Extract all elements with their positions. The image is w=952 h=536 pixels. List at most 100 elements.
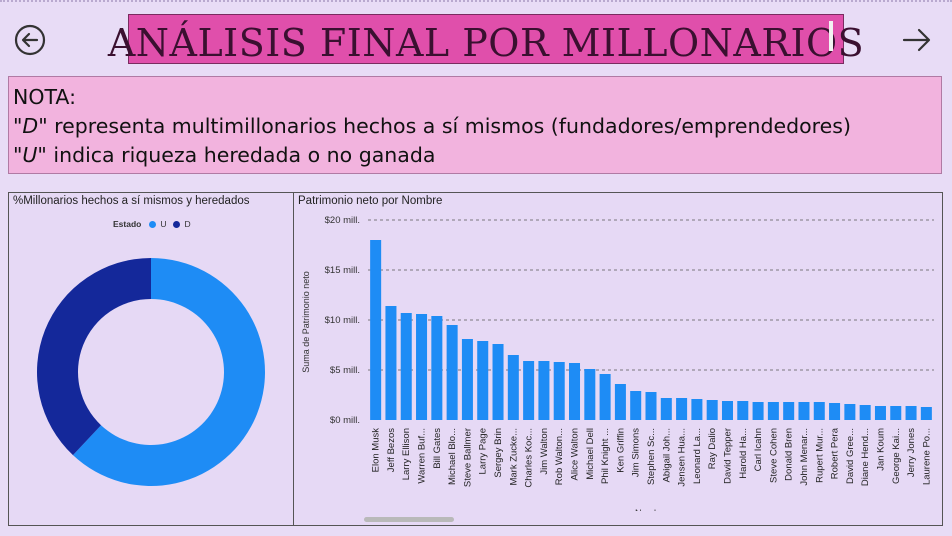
bar-2[interactable] <box>401 313 412 420</box>
x-tick-label: Larry Page <box>478 428 489 474</box>
text-cursor <box>829 21 833 51</box>
bar-31[interactable] <box>844 404 855 420</box>
x-tick-label: Bill Gates <box>432 428 443 469</box>
y-tick-label: $5 mill. <box>330 365 360 376</box>
bar-9[interactable] <box>508 355 519 420</box>
x-tick-label: Michael Dell <box>585 428 596 480</box>
y-tick-label: $20 mill. <box>325 215 360 226</box>
horizontal-scrollbar[interactable] <box>364 517 454 522</box>
arrow-right-icon[interactable] <box>898 22 934 58</box>
bar-11[interactable] <box>538 361 549 420</box>
bar-chart-panel[interactable]: Patrimonio neto por Nombre $0 mill. $5 mi… <box>293 192 943 526</box>
x-tick-label: Alice Walton <box>570 428 581 480</box>
bar-18[interactable] <box>645 392 656 420</box>
note-line-d: "D" representa multimillonarios hechos a… <box>13 112 941 141</box>
bar-19[interactable] <box>661 398 672 420</box>
bar-34[interactable] <box>890 406 901 420</box>
x-tick-label: Rupert Mur... <box>814 428 825 483</box>
bar-21[interactable] <box>691 399 702 420</box>
y-tick-label: $15 mill. <box>325 265 360 276</box>
bar-10[interactable] <box>523 361 534 420</box>
bar-4[interactable] <box>431 316 442 420</box>
x-tick-label: Jim Simons <box>631 428 642 477</box>
bar-0[interactable] <box>370 240 381 420</box>
bar-27[interactable] <box>783 402 794 420</box>
x-tick-label: Michael Blo... <box>447 428 458 485</box>
bar-1[interactable] <box>385 306 396 420</box>
note-text-d: representa multimillonarios hechos a sí … <box>48 114 851 138</box>
x-tick-label: Steve Cohen <box>768 428 779 483</box>
x-tick-label: Carl Icahn <box>753 428 764 471</box>
x-tick-label: Phil Knight ... <box>600 428 611 484</box>
x-tick-label: Rob Walton... <box>554 428 565 485</box>
x-tick-label: Leonard La... <box>692 428 703 484</box>
bar-12[interactable] <box>554 362 565 420</box>
bar-28[interactable] <box>798 402 809 420</box>
bar-3[interactable] <box>416 314 427 420</box>
x-tick-label: Jeff Bezos <box>386 428 397 472</box>
bar-6[interactable] <box>462 339 473 420</box>
x-tick-label: Warren Buf... <box>417 428 428 484</box>
donut-slice-d[interactable] <box>37 258 151 455</box>
x-tick-label: George Kai... <box>891 428 902 484</box>
note-heading: NOTA: <box>13 83 941 112</box>
x-tick-label: Steve Ballmer <box>462 428 473 487</box>
x-tick-label: Laurene Po... <box>921 428 932 485</box>
x-tick-label: Diane Hend... <box>860 428 871 486</box>
bar-8[interactable] <box>493 344 504 420</box>
note-key-u: "U" <box>13 143 47 167</box>
bar-13[interactable] <box>569 363 580 420</box>
bar-14[interactable] <box>584 369 595 420</box>
bar-32[interactable] <box>860 405 871 420</box>
page-title-box: ANÁLISIS FINAL POR MILLONARIOS <box>128 14 844 64</box>
bar-36[interactable] <box>921 407 932 420</box>
x-tick-label: Ken Griffin <box>615 428 626 473</box>
bar-chart: $0 mill. $5 mill. $10 mill. $15 mill. $20 mi… <box>294 193 942 511</box>
note-line-u: "U" indica riqueza heredada o no ganada <box>13 141 941 170</box>
x-tick-label: Stephen Sc... <box>646 428 657 485</box>
x-tick-label: Charles Koc... <box>524 428 535 488</box>
x-tick-label: David Tepper <box>722 428 733 484</box>
bar-15[interactable] <box>600 374 611 420</box>
bar-7[interactable] <box>477 341 488 420</box>
page-title: ANÁLISIS FINAL POR MILLONARIOS <box>108 21 864 65</box>
x-tick-label: Jan Koum <box>875 428 886 471</box>
bar-24[interactable] <box>737 401 748 420</box>
top-dotted-border <box>0 0 952 2</box>
x-tick-label: Jim Walton <box>539 428 550 475</box>
x-tick-label: Robert Pera <box>830 427 841 479</box>
donut-chart <box>9 225 293 525</box>
x-tick-label: Larry Ellison <box>401 428 412 480</box>
bar-25[interactable] <box>753 402 764 420</box>
bar-5[interactable] <box>447 325 458 420</box>
y-tick-label: $0 mill. <box>330 415 360 426</box>
note-text-u: indica riqueza heredada o no ganada <box>47 143 436 167</box>
x-tick-label: Abigail Joh... <box>661 428 672 482</box>
x-tick-label: Elon Musk <box>371 428 382 473</box>
donut-chart-panel[interactable]: %Millonarios hechos a sí mismos y hereda… <box>8 192 294 526</box>
bar-20[interactable] <box>676 398 687 420</box>
bar-17[interactable] <box>630 391 641 420</box>
bar-26[interactable] <box>768 402 779 420</box>
bar-22[interactable] <box>707 400 718 420</box>
x-axis-title: Nombre <box>635 508 667 511</box>
bar-16[interactable] <box>615 384 626 420</box>
bar-35[interactable] <box>906 406 917 420</box>
x-tick-label: Sergey Brin <box>493 428 504 478</box>
note-box: NOTA: "D" representa multimillonarios he… <box>8 76 942 174</box>
x-tick-label: Mark Zucke... <box>508 428 519 486</box>
bar-33[interactable] <box>875 406 886 420</box>
x-tick-label: Ray Dalio <box>707 428 718 469</box>
bar-30[interactable] <box>829 403 840 420</box>
x-tick-label: Jerry Jones <box>906 428 917 477</box>
x-tick-label: Jensen Hua... <box>677 428 688 487</box>
y-tick-label: $10 mill. <box>325 315 360 326</box>
bar-29[interactable] <box>814 402 825 420</box>
x-tick-label: Harold Ha... <box>738 428 749 479</box>
bar-23[interactable] <box>722 401 733 420</box>
arrow-left-circle-icon[interactable] <box>12 22 48 58</box>
x-tick-label: David Gree... <box>845 428 856 484</box>
x-tick-label: Donald Bren <box>784 428 795 481</box>
y-axis-title: Suma de Patrimonio neto <box>301 271 311 373</box>
donut-chart-title: %Millonarios hechos a sí mismos y hereda… <box>13 195 250 207</box>
